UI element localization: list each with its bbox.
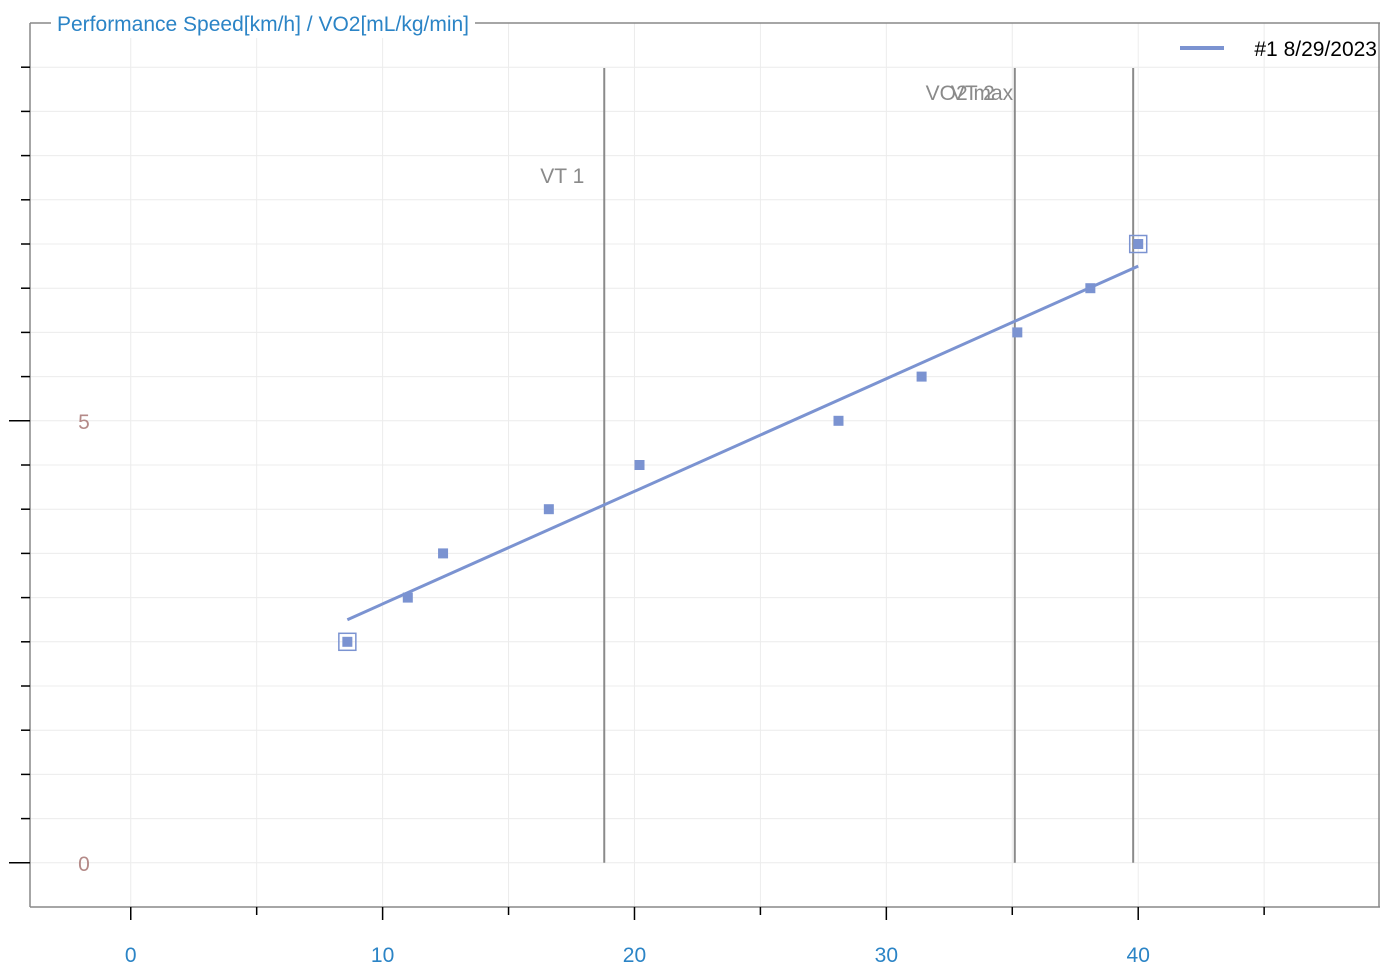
y-tick-label: 0 bbox=[78, 853, 90, 876]
data-point bbox=[1085, 283, 1096, 294]
data-point bbox=[833, 415, 844, 426]
marker-label: VT 2 bbox=[951, 82, 995, 105]
data-point-highlight bbox=[338, 632, 357, 652]
data-point bbox=[342, 636, 353, 647]
legend[interactable]: #1 8/29/2023 bbox=[1180, 38, 1377, 61]
x-axis: 0 10 20 30 40 bbox=[125, 907, 1265, 964]
trend-line bbox=[346, 264, 1139, 622]
legend-label: #1 8/29/2023 bbox=[1254, 38, 1377, 61]
marker-label: VT 1 bbox=[540, 165, 584, 188]
data-point bbox=[634, 460, 645, 470]
chart-title-group: Performance Speed[km/h] / VO2[mL/kg/min] bbox=[51, 8, 476, 38]
x-tick-label: 10 bbox=[371, 944, 394, 964]
data-point bbox=[1133, 239, 1144, 249]
data-point bbox=[402, 592, 413, 603]
x-tick-label: 20 bbox=[623, 944, 646, 964]
x-tick-label: 40 bbox=[1127, 944, 1150, 964]
series-layer bbox=[338, 234, 1148, 652]
data-point-highlight bbox=[1128, 234, 1148, 254]
marker-label: VO2 max bbox=[926, 82, 1014, 105]
y-tick-label: 5 bbox=[78, 411, 90, 434]
y-axis: 05 bbox=[9, 66, 90, 876]
data-point bbox=[916, 371, 927, 382]
data-point bbox=[438, 548, 449, 559]
x-tick-label: 30 bbox=[875, 944, 898, 964]
chart-title: Performance Speed[km/h] / VO2[mL/kg/min] bbox=[57, 13, 469, 36]
x-tick-label: 0 bbox=[125, 944, 137, 964]
data-point bbox=[1012, 327, 1023, 338]
chart-title-background bbox=[51, 8, 476, 38]
data-point bbox=[543, 504, 554, 515]
grid bbox=[30, 23, 1380, 907]
